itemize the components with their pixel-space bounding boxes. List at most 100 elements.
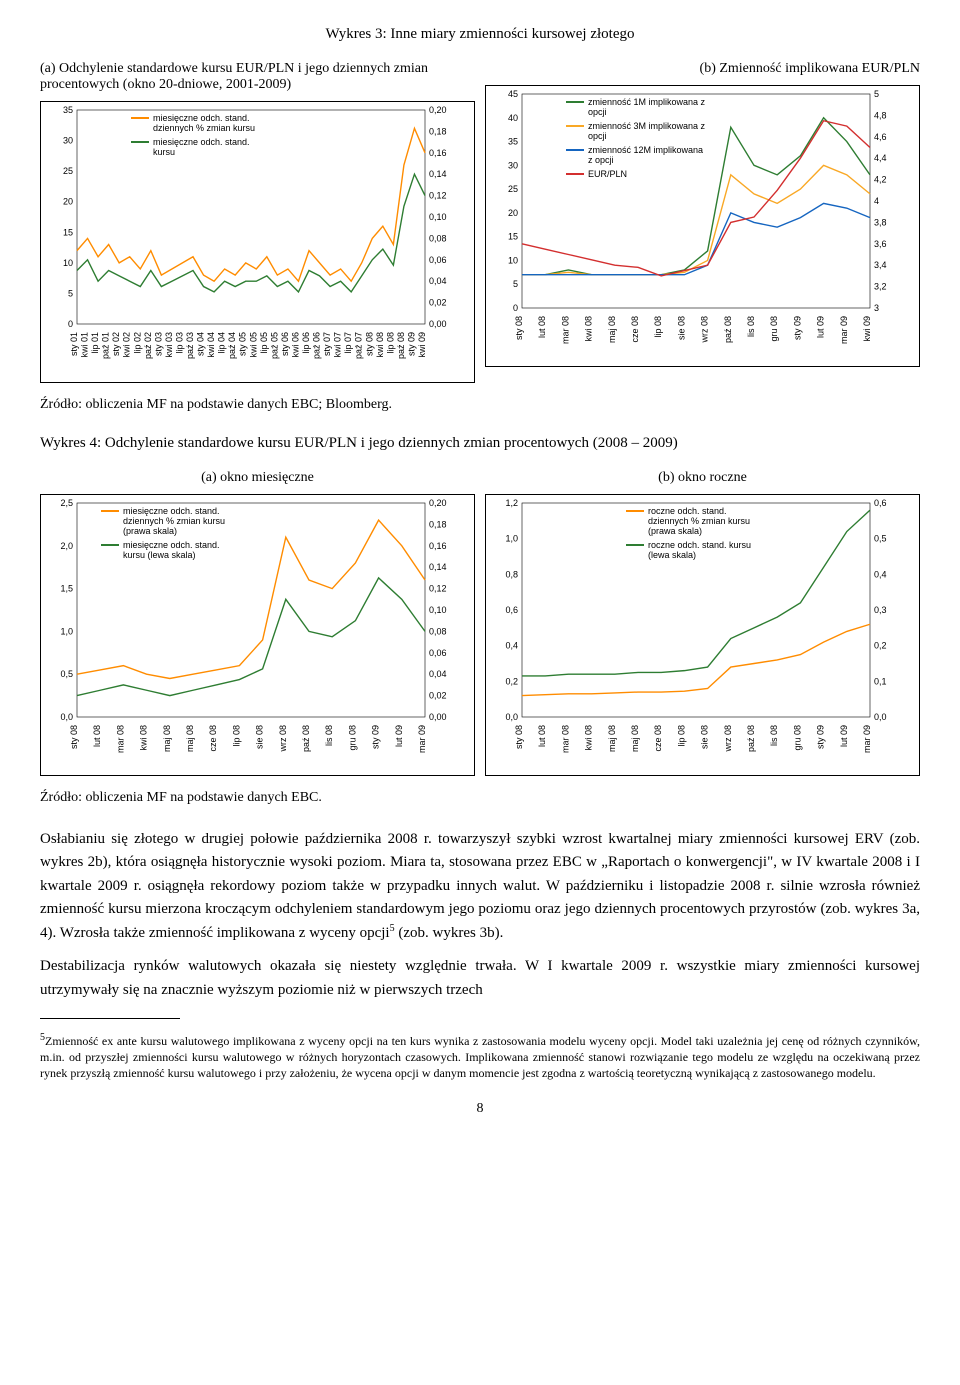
svg-text:sty 08: sty 08 — [69, 725, 79, 749]
figure4b-chart: 0,00,20,40,60,81,01,20,00,10,20,30,40,50… — [485, 494, 920, 776]
svg-text:kwi 08: kwi 08 — [584, 316, 594, 342]
svg-text:0,2: 0,2 — [505, 676, 518, 686]
svg-text:1,2: 1,2 — [505, 498, 518, 508]
svg-text:4,2: 4,2 — [874, 175, 887, 185]
svg-text:3: 3 — [874, 303, 879, 313]
svg-text:(lewa skala): (lewa skala) — [648, 550, 696, 560]
svg-text:3,4: 3,4 — [874, 260, 887, 270]
svg-text:roczne odch. stand. kursu: roczne odch. stand. kursu — [648, 540, 751, 550]
svg-text:gru 08: gru 08 — [769, 316, 779, 342]
svg-text:0,2: 0,2 — [874, 641, 887, 651]
svg-text:4: 4 — [874, 196, 879, 206]
svg-text:0,0: 0,0 — [60, 712, 73, 722]
svg-text:0,18: 0,18 — [429, 519, 447, 529]
svg-text:0,12: 0,12 — [429, 584, 447, 594]
svg-text:lip 02: lip 02 — [132, 332, 142, 354]
svg-text:sty 01: sty 01 — [69, 332, 79, 356]
svg-text:opcji: opcji — [588, 131, 607, 141]
svg-text:sty 08: sty 08 — [514, 316, 524, 340]
figure3b-caption: (b) Zmienność implikowana EUR/PLN — [485, 61, 920, 77]
page-number: 8 — [40, 1101, 920, 1117]
svg-text:0,00: 0,00 — [429, 712, 447, 722]
svg-text:3,8: 3,8 — [874, 217, 887, 227]
svg-text:(prawa skala): (prawa skala) — [648, 526, 702, 536]
svg-text:lip 08: lip 08 — [231, 725, 241, 747]
svg-text:maj 08: maj 08 — [607, 725, 617, 752]
svg-text:20: 20 — [508, 208, 518, 218]
svg-text:kursu (lewa skala): kursu (lewa skala) — [123, 550, 196, 560]
svg-text:1,5: 1,5 — [60, 584, 73, 594]
svg-text:mar 08: mar 08 — [115, 725, 125, 753]
svg-text:sty 06: sty 06 — [280, 332, 290, 356]
svg-text:0: 0 — [513, 303, 518, 313]
svg-text:0,06: 0,06 — [429, 648, 447, 658]
svg-text:4,4: 4,4 — [874, 153, 887, 163]
figure3a-chart: 051015202530350,000,020,040,060,080,100,… — [40, 101, 475, 383]
svg-text:0,08: 0,08 — [429, 626, 447, 636]
svg-text:kursu: kursu — [153, 147, 175, 157]
svg-text:sty 08: sty 08 — [514, 725, 524, 749]
svg-text:lip 08: lip 08 — [385, 332, 395, 354]
svg-text:lut 08: lut 08 — [92, 725, 102, 747]
svg-text:30: 30 — [63, 136, 73, 146]
svg-text:paź 08: paź 08 — [723, 316, 733, 343]
figure3-title: Wykres 3: Inne miary zmienności kursowej… — [40, 26, 920, 43]
footnote-text: Zmienność ex ante kursu walutowego impli… — [40, 1034, 920, 1080]
svg-text:paź 06: paź 06 — [312, 332, 322, 359]
svg-text:lut 09: lut 09 — [839, 725, 849, 747]
svg-text:gru 08: gru 08 — [347, 725, 357, 751]
svg-text:kwi 05: kwi 05 — [248, 332, 258, 358]
svg-text:mar 09: mar 09 — [839, 316, 849, 344]
svg-text:kwi 08: kwi 08 — [584, 725, 594, 751]
svg-text:0,4: 0,4 — [505, 641, 518, 651]
svg-text:kwi 08: kwi 08 — [139, 725, 149, 751]
svg-text:sty 03: sty 03 — [153, 332, 163, 356]
figure4a-chart: 0,00,51,01,52,02,50,000,020,040,060,080,… — [40, 494, 475, 776]
svg-text:5: 5 — [874, 89, 879, 99]
svg-text:4,6: 4,6 — [874, 132, 887, 142]
svg-text:maj 08: maj 08 — [630, 725, 640, 752]
svg-text:maj 08: maj 08 — [607, 316, 617, 343]
svg-text:miesięczne odch. stand.: miesięczne odch. stand. — [153, 137, 250, 147]
svg-text:sie 08: sie 08 — [676, 316, 686, 340]
svg-text:0,16: 0,16 — [429, 148, 447, 158]
svg-text:4,8: 4,8 — [874, 110, 887, 120]
svg-text:0: 0 — [68, 319, 73, 329]
svg-text:kwi 06: kwi 06 — [290, 332, 300, 358]
svg-text:lis 08: lis 08 — [324, 725, 334, 746]
svg-text:mar 08: mar 08 — [560, 316, 570, 344]
svg-text:zmienność 3M implikowana z: zmienność 3M implikowana z — [588, 121, 706, 131]
svg-text:maj 08: maj 08 — [162, 725, 172, 752]
svg-text:lip 07: lip 07 — [343, 332, 353, 354]
svg-text:0,16: 0,16 — [429, 541, 447, 551]
figure3-source: Źródło: obliczenia MF na podstawie danyc… — [40, 397, 920, 413]
svg-text:zmienność 12M implikowana: zmienność 12M implikowana — [588, 145, 703, 155]
svg-text:kwi 01: kwi 01 — [80, 332, 90, 358]
svg-text:kwi 04: kwi 04 — [206, 332, 216, 358]
svg-text:5: 5 — [68, 288, 73, 298]
svg-text:lut 09: lut 09 — [394, 725, 404, 747]
svg-text:maj 08: maj 08 — [185, 725, 195, 752]
svg-text:sty 04: sty 04 — [196, 332, 206, 356]
svg-text:cze 08: cze 08 — [653, 725, 663, 752]
svg-text:0,5: 0,5 — [60, 669, 73, 679]
svg-text:5: 5 — [513, 279, 518, 289]
svg-text:cze 08: cze 08 — [630, 316, 640, 343]
svg-text:0,0: 0,0 — [874, 712, 887, 722]
svg-text:35: 35 — [508, 137, 518, 147]
svg-text:kwi 02: kwi 02 — [122, 332, 132, 358]
svg-text:z opcji: z opcji — [588, 155, 614, 165]
body-p1-tail: (zob. wykres 3b). — [395, 925, 504, 941]
svg-text:40: 40 — [508, 113, 518, 123]
svg-text:paź 01: paź 01 — [101, 332, 111, 359]
svg-text:2,0: 2,0 — [60, 541, 73, 551]
svg-text:kwi 09: kwi 09 — [862, 316, 872, 342]
figure4a-caption: (a) okno miesięczne — [40, 470, 475, 486]
svg-text:miesięczne odch. stand.: miesięczne odch. stand. — [123, 540, 220, 550]
figure3-row: (a) Odchylenie standardowe kursu EUR/PLN… — [40, 57, 920, 383]
svg-text:paź 02: paź 02 — [143, 332, 153, 359]
svg-text:paź 08: paź 08 — [396, 332, 406, 359]
svg-text:0,4: 0,4 — [874, 569, 887, 579]
svg-text:dziennych % zmian kursu: dziennych % zmian kursu — [153, 123, 255, 133]
svg-text:wrz 08: wrz 08 — [278, 725, 288, 753]
